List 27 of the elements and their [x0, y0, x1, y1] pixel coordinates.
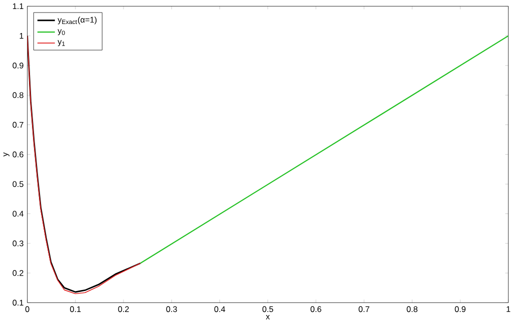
y-axis-title: y — [3, 152, 10, 157]
y-tick-label: 0.5 — [12, 181, 24, 188]
y-tick-label: 0.4 — [12, 210, 24, 217]
x-axis-title: x — [266, 315, 270, 320]
y-tick-label: 1.1 — [12, 4, 24, 10]
x-tick-label: 0.3 — [166, 306, 177, 312]
x-tick-label: 0.2 — [118, 306, 129, 312]
y-tick-label: 0.3 — [12, 240, 24, 246]
y-tick-label: 0.7 — [12, 122, 24, 128]
x-tick-label: 0.5 — [262, 306, 274, 312]
x-tick-label: 0.1 — [70, 306, 81, 312]
y-tick-label: 1 — [20, 33, 24, 39]
y-tick-label: 0.6 — [12, 152, 24, 158]
legend-label: y$_{Exact}$(α=1) — [58, 16, 97, 24]
x-tick-label: 0.9 — [454, 306, 466, 312]
y-tick-label: 0.9 — [12, 62, 24, 69]
x-tick-label: 1 — [506, 306, 510, 312]
y-tick-label: 0.1 — [12, 300, 24, 306]
x-tick-label: 0 — [25, 306, 30, 312]
legend-label: y$_{1}$ — [58, 40, 65, 46]
x-tick-label: 0.7 — [358, 306, 370, 312]
x-tick-label: 0.4 — [214, 306, 226, 312]
x-tick-label: 0.8 — [406, 306, 418, 312]
legend-label: y$_{0}$ — [58, 29, 65, 36]
y-tick-label: 0.2 — [12, 270, 24, 276]
y-tick-label: 0.8 — [12, 92, 24, 98]
x-tick-label: 0.6 — [310, 306, 322, 312]
